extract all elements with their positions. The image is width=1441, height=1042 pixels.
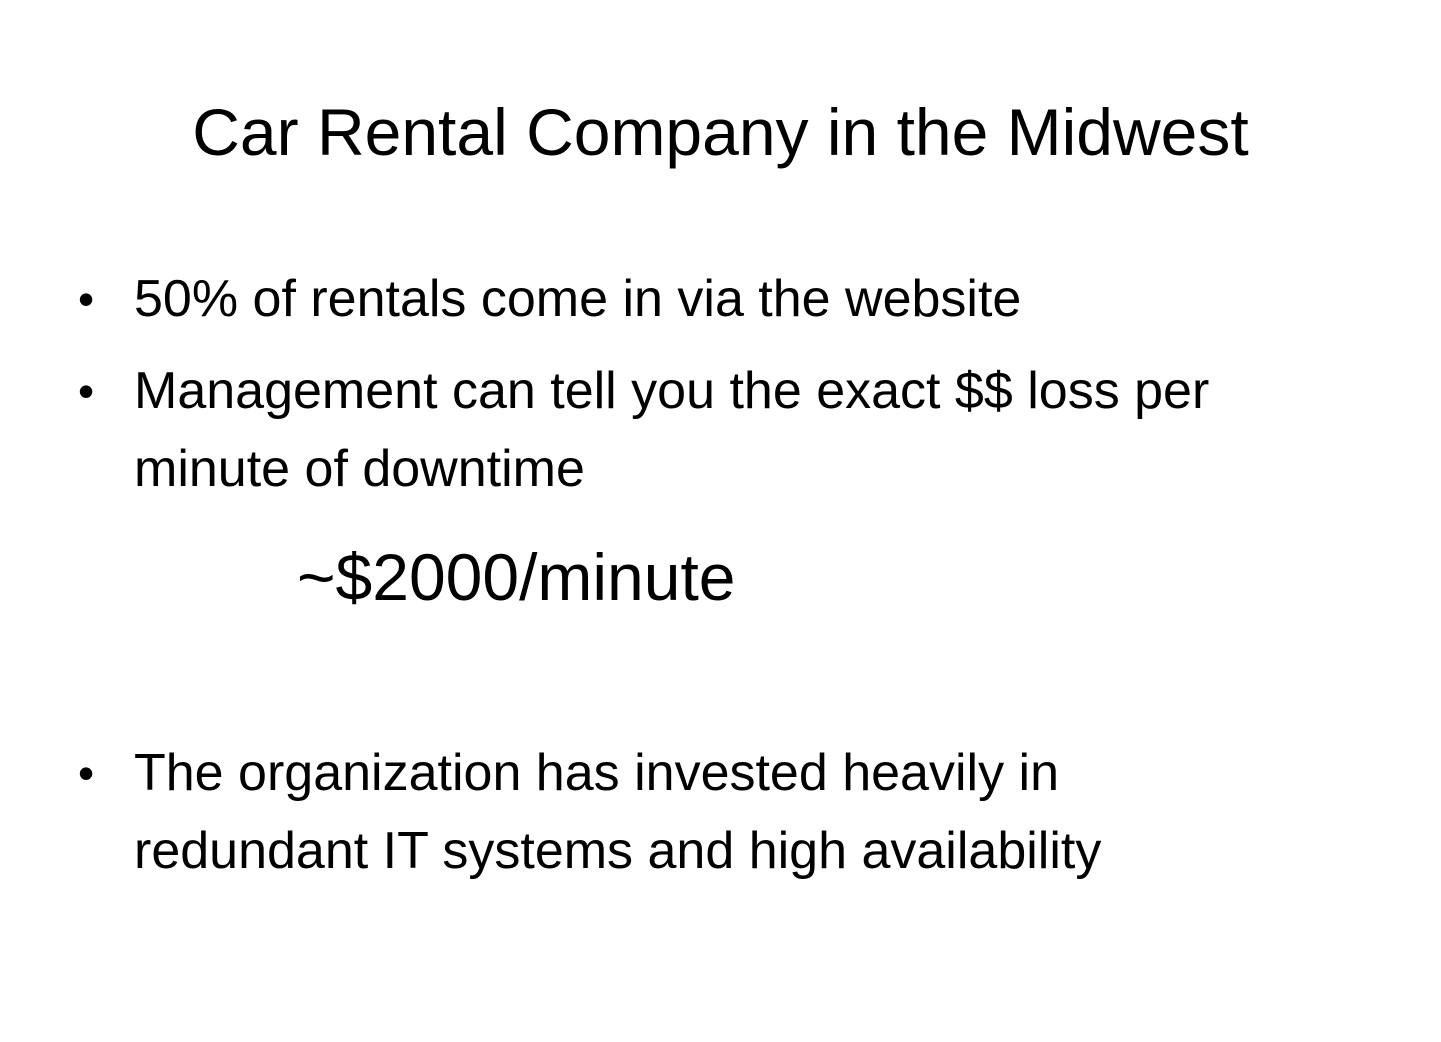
bullet-marker: • — [78, 365, 95, 417]
bullet-marker: • — [78, 747, 95, 799]
bullet-line: redundant IT systems and high availabili… — [134, 822, 1102, 880]
cost-highlight: ~$2000/minute — [297, 540, 736, 614]
bullet-line: The organization has invested heavily in — [134, 744, 1060, 802]
bullet-text: 50% of rentals come in via the website — [134, 260, 1414, 338]
slide-title: Car Rental Company in the Midwest — [192, 95, 1249, 169]
bullet-line: 50% of rentals come in via the website — [134, 270, 1022, 328]
bullet-text: Management can tell you the exact $$ los… — [134, 352, 1414, 508]
bullet-line: minute of downtime — [134, 440, 585, 498]
bullet-line: Management can tell you the exact $$ los… — [134, 362, 1210, 420]
bullet-marker: • — [78, 273, 95, 325]
bullet-text: The organization has invested heavily in… — [134, 734, 1414, 890]
